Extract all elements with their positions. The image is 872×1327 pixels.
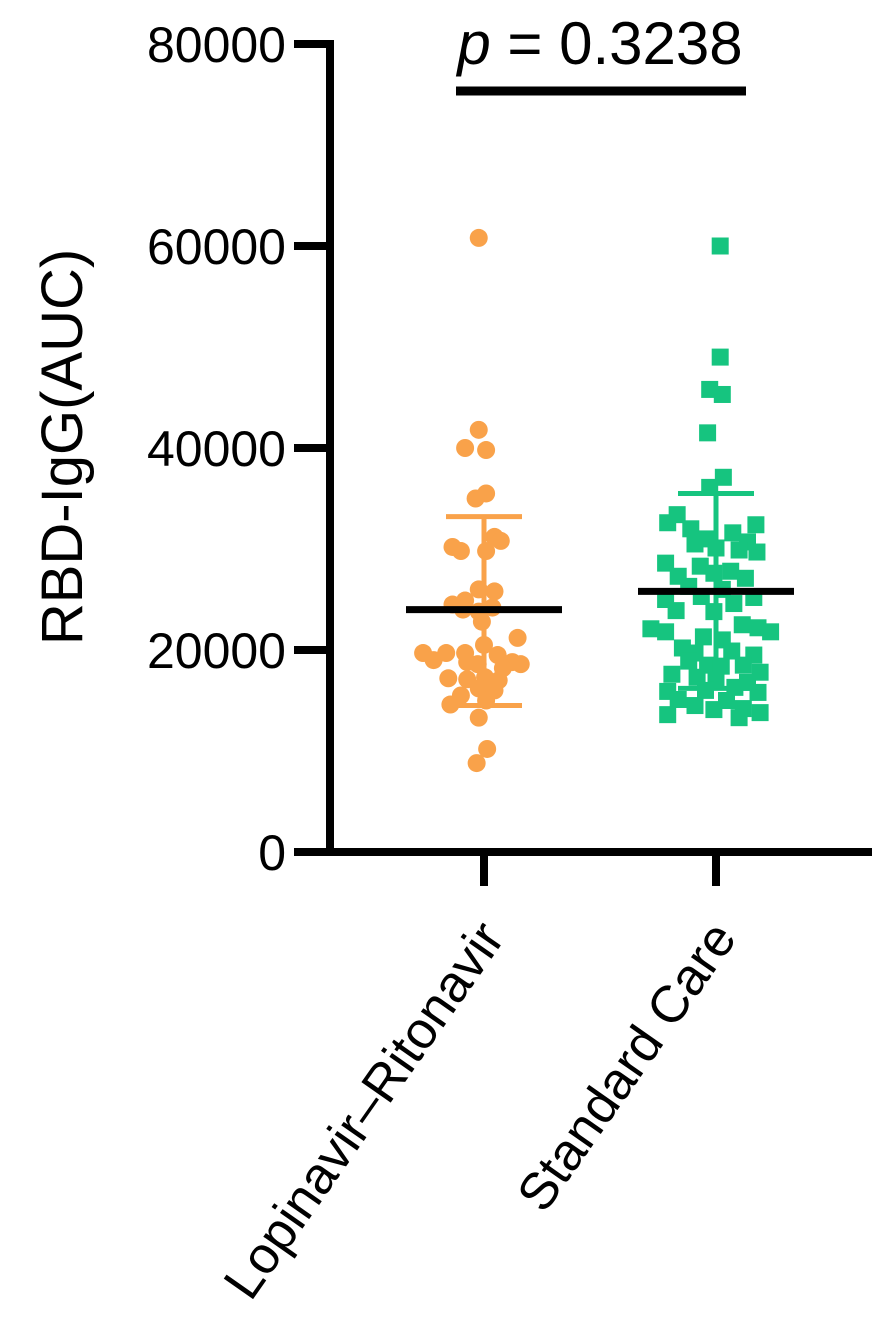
data-point <box>477 691 496 710</box>
data-point <box>712 657 730 675</box>
data-point <box>691 557 709 575</box>
data-point <box>663 665 681 683</box>
data-point <box>713 385 731 403</box>
data-point <box>701 478 719 496</box>
data-point <box>469 708 488 727</box>
y-tick-label: 40000 <box>147 421 286 477</box>
data-point <box>749 683 767 701</box>
data-point <box>467 754 486 773</box>
data-point <box>682 520 700 538</box>
y-tick-label: 20000 <box>147 623 286 679</box>
data-point <box>686 697 704 715</box>
data-point <box>657 554 675 572</box>
y-axis-title: RBD-IgG(AUC) <box>30 249 95 645</box>
p-value-letter: p <box>455 10 490 77</box>
data-point <box>707 539 725 557</box>
data-point <box>657 623 675 641</box>
data-point <box>699 424 717 442</box>
data-point <box>659 514 677 532</box>
data-point <box>734 656 752 674</box>
data-point <box>688 668 706 686</box>
data-point <box>697 681 714 699</box>
data-point <box>478 739 497 758</box>
data-point <box>508 628 527 647</box>
data-point <box>511 655 530 674</box>
x-tick-label: Lopinavir–Ritonavir <box>213 912 516 1310</box>
p-value-number: = 0.3238 <box>491 10 743 77</box>
y-tick-label: 0 <box>258 825 286 881</box>
significance-annotation: p = 0.3238 <box>455 10 746 96</box>
y-axis: 0 20000 40000 60000 80000 <box>147 17 334 881</box>
data-point <box>475 635 493 654</box>
data-point <box>726 678 744 696</box>
data-point <box>711 348 729 366</box>
data-point <box>733 616 751 634</box>
data-point <box>451 542 470 561</box>
data-point <box>477 441 496 460</box>
data-point <box>724 524 742 542</box>
data-point <box>762 623 780 641</box>
data-point <box>714 468 732 486</box>
data-point <box>705 701 723 719</box>
data-point <box>748 543 766 561</box>
data-point <box>456 439 475 457</box>
data-point <box>472 612 491 631</box>
data-point <box>469 228 488 247</box>
data-point <box>751 704 769 722</box>
data-point <box>667 602 685 620</box>
data-point <box>485 582 504 601</box>
data-points <box>414 228 780 773</box>
data-point <box>705 603 723 621</box>
data-point <box>722 562 740 580</box>
y-tick-label: 60000 <box>147 219 286 275</box>
data-point <box>642 620 660 638</box>
data-point <box>477 542 496 561</box>
data-point <box>694 628 712 646</box>
y-tick-label: 80000 <box>147 17 286 73</box>
data-point <box>439 669 458 688</box>
data-point <box>424 651 443 670</box>
mean-lines <box>406 587 794 614</box>
data-point <box>466 489 485 508</box>
p-value-label: p = 0.3238 <box>455 10 742 77</box>
data-point <box>441 695 460 714</box>
data-point <box>736 569 754 587</box>
data-point <box>711 237 729 255</box>
data-point <box>730 709 748 727</box>
data-point <box>469 580 488 599</box>
data-point <box>680 652 698 670</box>
data-point <box>725 595 743 613</box>
data-point <box>468 655 487 674</box>
data-point <box>669 690 687 708</box>
data-point <box>491 531 510 550</box>
x-tick-label: Standard Care <box>506 912 747 1222</box>
data-point <box>659 706 677 724</box>
data-point <box>686 535 704 553</box>
data-point <box>747 516 765 534</box>
data-point <box>469 420 488 439</box>
data-point <box>730 541 748 559</box>
data-point <box>705 564 723 582</box>
data-point <box>723 642 741 660</box>
